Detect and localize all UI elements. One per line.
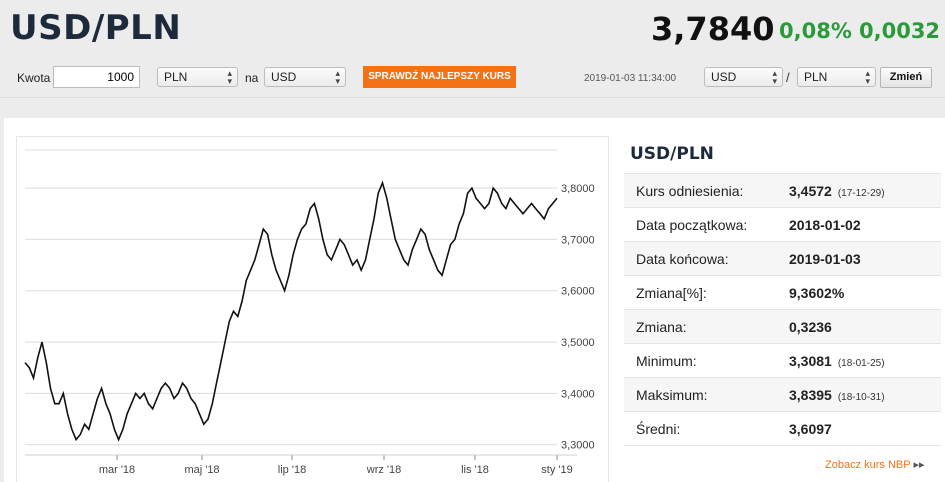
info-label: Kurs odniesienia: [636,183,744,199]
double-arrow-icon: ▸▸ [913,459,925,471]
info-label: Średni: [636,421,681,437]
info-row: Data początkowa: 2018-01-02 [624,208,941,242]
info-table: USD/PLN Kurs odniesienia: 3,4572 (17-12-29… [624,136,941,446]
x-tick-label: sty '19 [541,464,572,476]
change-absolute: 0,0032 [859,19,941,43]
info-title: USD/PLN [624,136,941,174]
timestamp: 2019-01-03 11:34:00 [584,73,677,84]
main-panel: 3,8000 3,7000 3,6000 3,5000 3,4000 3,3000 mar … [4,118,945,482]
info-date-note: (17-12-29) [837,188,885,199]
base-currency-select[interactable]: USD ▴ ▾ [704,67,783,87]
y-tick-label: 3,8000 [561,183,595,195]
change-percent: 0,08% [779,19,852,43]
price-series-line [24,180,558,442]
select-arrows-icon: ▴ ▾ [865,68,870,86]
info-label: Minimum: [636,353,697,369]
info-value: 3,3081 (18-01-25) [789,344,885,381]
info-label: Data końcowa: [636,251,729,267]
x-tick-label: maj '18 [184,464,219,476]
best-rate-button[interactable]: SPRAWDŹ NAJLEPSZY KURS [363,66,516,88]
info-value: 2018-01-02 [789,208,861,242]
select-arrows-icon: ▴ ▾ [227,68,232,86]
from-currency-select[interactable]: PLN ▴ ▾ [157,67,238,87]
info-value-text: 9,3602% [789,285,845,301]
x-tick-label: wrz '18 [366,464,402,476]
info-row: Kurs odniesienia: 3,4572 (17-12-29) [624,174,941,208]
chart-container: 3,8000 3,7000 3,6000 3,5000 3,4000 3,3000 mar … [16,136,609,482]
base-currency-value: USD [711,70,737,84]
info-value: 3,4572 (17-12-29) [789,174,885,211]
header: USD/PLN 3,7840 0,08% 0,0032 [0,0,945,58]
info-row: Zmiana[%]: 9,3602% [624,276,941,310]
y-tick-label: 3,4000 [561,388,595,400]
x-tick-label: lip '18 [278,464,306,476]
info-row: Data końcowa: 2019-01-03 [624,242,941,276]
info-value-text: 3,3081 [789,353,832,369]
pair-separator: / [786,70,790,85]
converter-toolbar: Kwota PLN ▴▾ na USD ▴▾ SPRAWDŹ NAJLEPSZY… [0,58,945,98]
info-label: Zmiana[%]: [636,285,707,301]
amount-label: Kwota [17,71,51,85]
info-label: Zmiana: [636,319,687,335]
to-currency-select[interactable]: USD ▴ ▾ [264,67,346,87]
info-value: 3,6097 [789,412,832,446]
to-currency-value: USD [271,70,297,84]
info-value-text: 3,4572 [789,183,832,199]
info-label: Data początkowa: [636,217,748,233]
info-row: Średni: 3,6097 [624,412,941,446]
info-value: 2019-01-03 [789,242,861,276]
quote-currency-value: PLN [804,70,828,84]
info-row: Zmiana: 0,3236 [624,310,941,344]
current-rate: 3,7840 [651,10,775,48]
y-tick-label: 3,3000 [561,440,595,452]
quote-currency-select[interactable]: PLN ▴ ▾ [797,67,876,87]
info-row: Minimum: 3,3081 (18-01-25) [624,344,941,378]
info-date-note: (18-01-25) [837,358,885,369]
x-tick-label: lis '18 [461,464,489,476]
info-value-text: 3,8395 [789,387,832,403]
y-tick-label: 3,5000 [561,337,595,349]
pair-title: USD/PLN [10,8,182,48]
info-value-text: 0,3236 [789,319,832,335]
info-value-text: 2018-01-02 [789,217,861,233]
change-pair-button[interactable]: Zmień [880,67,932,88]
y-tick-label: 3,7000 [561,234,595,246]
select-arrows-icon: ▴ ▾ [335,68,340,86]
info-row: Maksimum: 3,8395 (18-10-31) [624,378,941,412]
nbp-rate-link[interactable]: Zobacz kurs NBP ▸▸ [825,458,925,471]
price-chart[interactable]: 3,8000 3,7000 3,6000 3,5000 3,4000 3,3000 mar … [17,137,608,482]
select-arrows-icon: ▴ ▾ [772,68,777,86]
from-currency-value: PLN [164,70,188,84]
info-value-text: 3,6097 [789,421,832,437]
y-tick-label: 3,6000 [561,286,595,298]
amount-input[interactable] [53,66,140,88]
info-date-note: (18-10-31) [837,392,885,403]
info-value-text: 2019-01-03 [789,251,861,267]
to-label: na [245,71,259,85]
info-value: 3,8395 (18-10-31) [789,378,885,415]
info-label: Maksimum: [636,387,708,403]
x-tick-label: mar '18 [99,464,135,476]
nbp-link-label: Zobacz kurs NBP [825,459,911,471]
info-value: 9,3602% [789,276,844,310]
info-value: 0,3236 [789,310,832,344]
